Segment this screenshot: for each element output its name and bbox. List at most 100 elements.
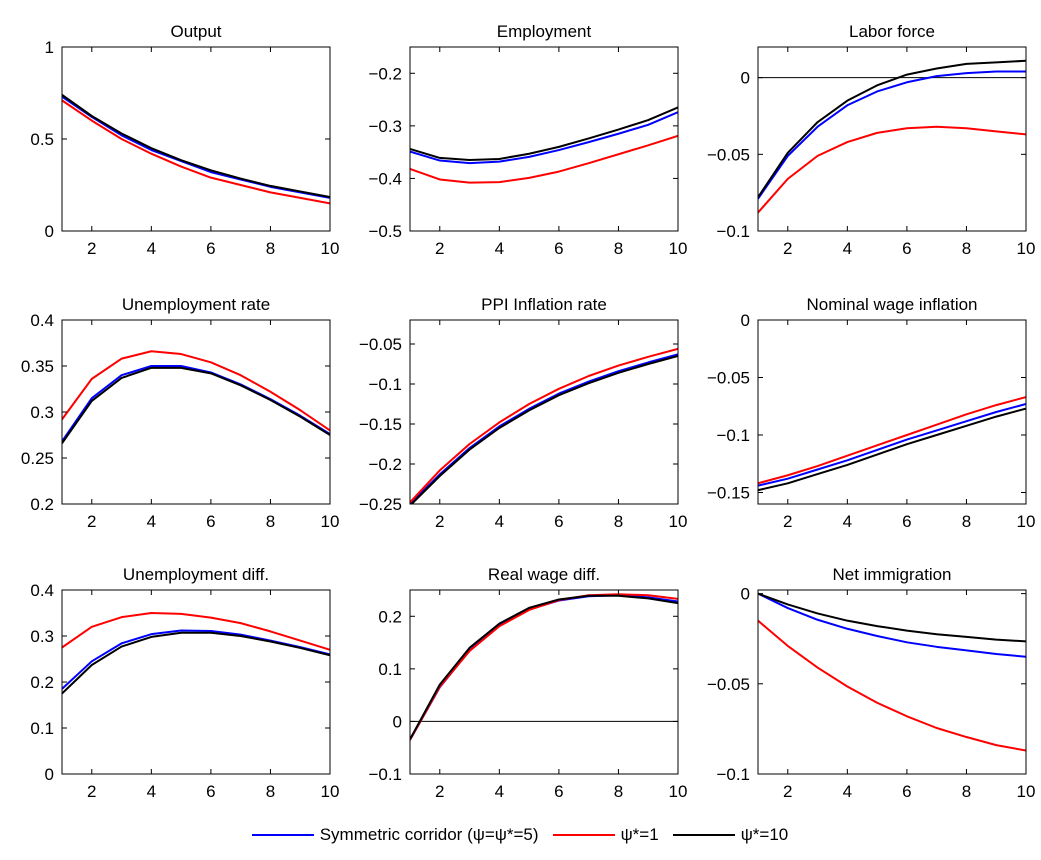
series-line-red — [62, 350, 330, 432]
series-line-black — [758, 592, 1026, 643]
panel-ppi-inflation-rate: PPI Inflation rate 2 4 6 8 10 −0.25 −0.2 −0.15 −0… — [359, 295, 687, 531]
x-tick-label: 4 — [495, 512, 504, 531]
y-tick-label: −0.15 — [359, 415, 402, 434]
legend: Symmetric corridor (ψ=ψ*=5) ψ*=1 ψ*=10 — [200, 820, 840, 850]
y-tick-label: 0.3 — [30, 403, 54, 422]
series-line-red — [62, 99, 330, 205]
x-tick-label: 2 — [87, 782, 96, 801]
y-tick-label: 0.4 — [30, 311, 54, 330]
legend-label-psi-star-10: ψ*=10 — [740, 825, 789, 844]
x-tick-label: 4 — [495, 782, 504, 801]
x-tick-label: 10 — [669, 239, 688, 258]
y-tick-label: −0.5 — [368, 222, 402, 241]
y-tick-label: −0.1 — [716, 222, 750, 241]
series-line-black — [410, 594, 678, 740]
x-tick-label: 6 — [554, 239, 563, 258]
y-tick-label: −0.05 — [707, 675, 750, 694]
y-tick-label: −0.1 — [368, 765, 402, 784]
x-tick-label: 6 — [554, 782, 563, 801]
series-line-blue — [758, 402, 1026, 487]
x-tick-label: 10 — [1017, 782, 1036, 801]
x-tick-label: 2 — [435, 782, 444, 801]
panel-title: Nominal wage inflation — [806, 295, 977, 314]
legend-item-symmetric-corridor: Symmetric corridor (ψ=ψ*=5) — [251, 825, 539, 845]
panel-net-immigration: Net immigration 2 4 6 8 10 −0.1 −0.05 0 — [707, 565, 1035, 801]
panel-title: Employment — [497, 22, 592, 41]
y-tick-label: −0.4 — [368, 169, 402, 188]
x-tick-label: 2 — [783, 512, 792, 531]
panel-output: Output 2 4 6 8 10 0 0.5 1 — [30, 22, 339, 258]
x-tick-label: 2 — [783, 782, 792, 801]
x-tick-label: 6 — [902, 512, 911, 531]
x-tick-label: 8 — [962, 239, 971, 258]
y-tick-label: 0.1 — [378, 660, 402, 679]
panel-employment: Employment 2 4 6 8 10 −0.5 −0.4 −0.3 −0.2 — [368, 22, 687, 258]
axes-box — [61, 319, 331, 505]
y-tick-label: −0.3 — [368, 117, 402, 136]
y-tick-label: −0.25 — [359, 495, 402, 514]
y-tick-label: −0.2 — [368, 64, 402, 83]
x-tick-label: 6 — [902, 239, 911, 258]
panel-title: Real wage diff. — [488, 565, 600, 584]
axes-box — [409, 589, 679, 775]
legend-swatch-red — [552, 834, 615, 836]
x-tick-label: 4 — [843, 239, 852, 258]
axes-box — [757, 589, 1027, 775]
x-tick-label: 10 — [1017, 239, 1036, 258]
x-tick-label: 2 — [435, 512, 444, 531]
y-tick-label: 0.1 — [30, 719, 54, 738]
y-tick-label: −0.1 — [368, 375, 402, 394]
x-tick-label: 6 — [206, 782, 215, 801]
x-tick-label: 8 — [614, 782, 623, 801]
x-tick-label: 8 — [266, 782, 275, 801]
y-tick-label: 1 — [45, 38, 54, 57]
x-tick-label: 2 — [87, 239, 96, 258]
series-line-blue — [410, 111, 678, 165]
x-tick-label: 10 — [321, 512, 340, 531]
panel-title: Unemployment rate — [122, 295, 270, 314]
x-tick-label: 10 — [1017, 512, 1036, 531]
legend-swatch-black — [672, 834, 735, 836]
series-line-red — [758, 125, 1026, 214]
x-tick-label: 6 — [902, 782, 911, 801]
panel-nominal-wage-inflation: Nominal wage inflation 2 4 6 8 10 −0.15 −0.1 −0.… — [707, 295, 1035, 531]
series-line-red — [410, 347, 678, 504]
x-tick-label: 8 — [962, 782, 971, 801]
y-tick-label: −0.05 — [707, 369, 750, 388]
legend-item-psi-star-1: ψ*=1 — [552, 825, 659, 845]
x-tick-label: 4 — [843, 782, 852, 801]
legend-swatch-blue — [251, 834, 314, 836]
panel-unemployment-rate: Unemployment rate 2 4 6 8 10 0.2 0.25 0.3 0.35 0.4 — [21, 295, 340, 531]
panel-unemployment-diff: Unemployment diff. 2 4 6 8 10 0 0.1 0.2 0.3 0.4 — [30, 565, 339, 801]
panel-real-wage-diff: Real wage diff. 2 4 6 8 10 −0.1 0 0.1 0.2 — [368, 565, 687, 801]
x-tick-label: 8 — [962, 512, 971, 531]
y-tick-label: 0 — [45, 765, 54, 784]
x-tick-label: 8 — [614, 512, 623, 531]
series-line-red — [62, 612, 330, 651]
legend-label-psi-star-1: ψ*=1 — [620, 825, 659, 844]
y-tick-label: 0.25 — [21, 449, 54, 468]
axes-box — [757, 46, 1027, 232]
y-tick-label: −0.1 — [716, 426, 750, 445]
legend-item-psi-star-10: ψ*=10 — [672, 825, 789, 845]
y-tick-label: 0.35 — [21, 357, 54, 376]
series-line-red — [410, 593, 678, 741]
x-tick-label: 4 — [147, 239, 156, 258]
y-tick-label: 0.3 — [30, 627, 54, 646]
panel-title: Labor force — [849, 22, 935, 41]
y-tick-label: 0.5 — [30, 130, 54, 149]
legend-label-symmetric-corridor: Symmetric corridor (ψ=ψ*=5) — [319, 825, 539, 844]
series-line-black — [410, 355, 678, 504]
panel-title: PPI Inflation rate — [481, 295, 607, 314]
x-tick-label: 6 — [554, 512, 563, 531]
y-tick-label: 0.2 — [30, 495, 54, 514]
axes-box — [757, 319, 1027, 505]
series-line-blue — [410, 353, 678, 504]
x-tick-label: 6 — [206, 239, 215, 258]
x-tick-label: 10 — [669, 782, 688, 801]
y-tick-label: −0.1 — [716, 765, 750, 784]
panel-title: Output — [170, 22, 221, 41]
y-tick-label: −0.2 — [368, 455, 402, 474]
y-tick-label: 0.2 — [30, 673, 54, 692]
y-tick-label: 0 — [741, 585, 750, 604]
